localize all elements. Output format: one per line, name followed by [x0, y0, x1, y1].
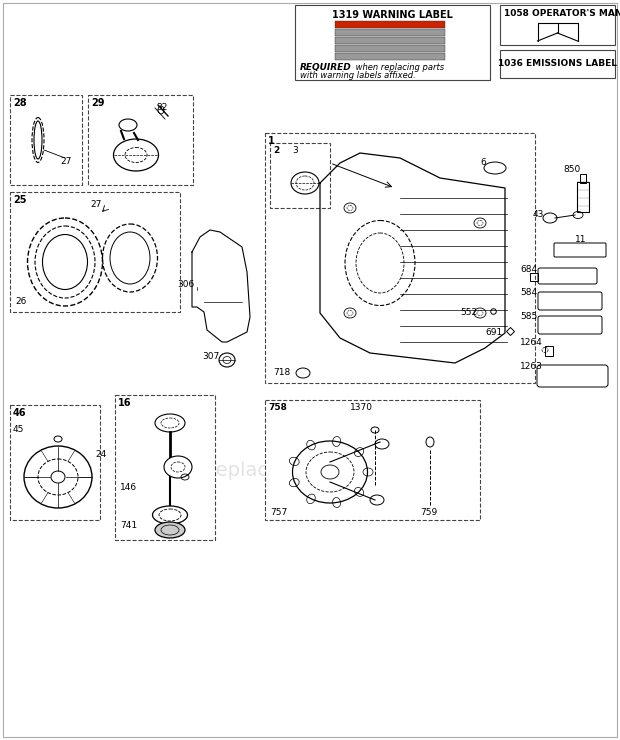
- Text: eReplacementParts.com: eReplacementParts.com: [192, 460, 428, 480]
- Ellipse shape: [153, 506, 187, 524]
- Text: 29: 29: [91, 98, 105, 108]
- Text: 6: 6: [480, 158, 485, 167]
- Text: 759: 759: [420, 508, 437, 517]
- Text: 27: 27: [60, 157, 71, 166]
- Text: 1319 WARNING LABEL: 1319 WARNING LABEL: [332, 10, 453, 20]
- Text: 684: 684: [520, 265, 537, 274]
- Text: 1263: 1263: [520, 362, 543, 371]
- Bar: [10, 95, 82, 185]
- Text: 24: 24: [95, 450, 107, 459]
- Text: 1036 EMISSIONS LABEL: 1036 EMISSIONS LABEL: [498, 59, 617, 69]
- Text: 146: 146: [120, 483, 137, 492]
- Text: 32: 32: [156, 103, 167, 112]
- Text: 718: 718: [273, 368, 290, 377]
- Text: 1370: 1370: [350, 403, 373, 412]
- Text: 43: 43: [533, 210, 544, 219]
- Text: 741: 741: [120, 521, 137, 530]
- Bar: [115, 395, 215, 540]
- Text: 25: 25: [13, 195, 27, 205]
- Text: 16: 16: [118, 398, 131, 408]
- Bar: [335, 45, 445, 52]
- Text: 2: 2: [273, 146, 279, 155]
- Bar: [530, 273, 538, 281]
- Text: 26: 26: [15, 297, 27, 306]
- Bar: [500, 50, 615, 78]
- Text: 585: 585: [520, 312, 538, 321]
- Text: 45: 45: [13, 425, 24, 434]
- Bar: [295, 5, 490, 80]
- Bar: [265, 400, 480, 520]
- Text: 28: 28: [13, 98, 27, 108]
- Text: 1058 OPERATOR'S MANUAL: 1058 OPERATOR'S MANUAL: [504, 9, 620, 18]
- Bar: [500, 5, 615, 45]
- Text: 850: 850: [563, 165, 580, 174]
- Bar: [88, 95, 193, 185]
- Bar: [580, 174, 586, 183]
- Text: 27: 27: [90, 200, 102, 209]
- Text: 584: 584: [520, 288, 537, 297]
- Bar: [577, 182, 589, 212]
- Bar: [335, 37, 445, 44]
- Text: 757: 757: [270, 508, 287, 517]
- Text: 3: 3: [292, 146, 298, 155]
- Ellipse shape: [164, 456, 192, 478]
- Text: with warning labels affixed.: with warning labels affixed.: [300, 71, 416, 80]
- Text: 307: 307: [202, 352, 219, 361]
- Bar: [270, 143, 330, 208]
- Text: 46: 46: [13, 408, 27, 418]
- Text: 552: 552: [460, 308, 477, 317]
- Bar: [335, 29, 445, 36]
- Bar: [335, 21, 445, 28]
- Ellipse shape: [155, 414, 185, 432]
- Text: 11: 11: [575, 235, 587, 244]
- Text: when replacing parts: when replacing parts: [353, 63, 444, 72]
- Bar: [265, 133, 535, 383]
- Bar: [10, 405, 100, 520]
- Text: REQUIRED: REQUIRED: [300, 63, 352, 72]
- Text: 691: 691: [485, 328, 502, 337]
- Bar: [10, 192, 180, 312]
- Bar: [545, 346, 553, 356]
- Text: 758: 758: [268, 403, 287, 412]
- Text: 306: 306: [177, 280, 194, 289]
- Bar: [335, 53, 445, 60]
- Text: 1: 1: [268, 136, 275, 146]
- Ellipse shape: [155, 522, 185, 538]
- Text: 1264: 1264: [520, 338, 542, 347]
